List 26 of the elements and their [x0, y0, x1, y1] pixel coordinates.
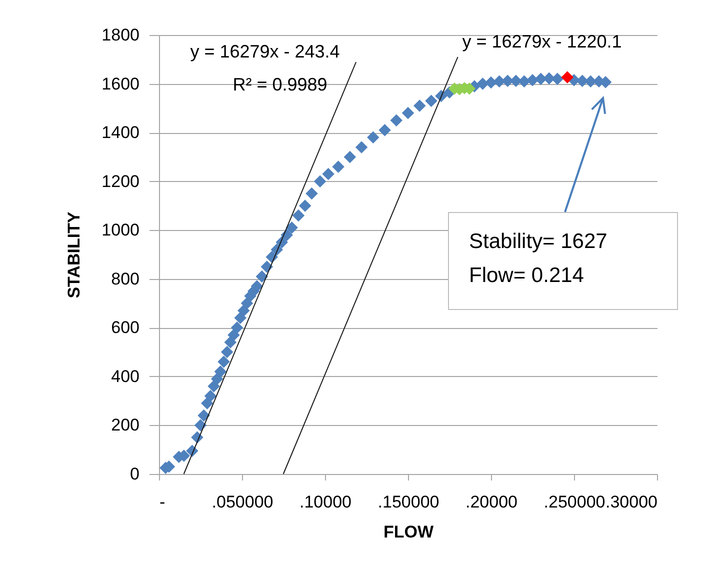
x-tick-label: .150000	[378, 492, 440, 512]
callout-box: Stability= 1627 Flow= 0.214	[448, 212, 678, 310]
y-tick-label: 200	[111, 416, 140, 435]
annotation: y = 16279x - 243.4	[190, 42, 340, 62]
y-tick-label: 1800	[102, 26, 140, 44]
point	[561, 71, 574, 84]
y-tick-label: 600	[111, 318, 140, 338]
y-tick-label: 1600	[102, 74, 140, 94]
x-axis-title: FLOW	[383, 522, 434, 542]
y-tick-label: 0	[130, 464, 140, 484]
y-axis-title: STABILITY	[64, 211, 84, 298]
annotation: Flow= 0.214	[469, 263, 585, 289]
annotation: R² = 0.9989	[232, 74, 328, 96]
x-tick-label: .30000	[606, 492, 658, 512]
y-tick-label: 1000	[102, 220, 140, 240]
x-tick-label: .20000	[466, 492, 518, 512]
x-tick-label: .050000	[212, 492, 274, 512]
y-tick-label: 800	[111, 269, 140, 288]
y-tick-label: 1400	[102, 123, 140, 142]
x-tick-label: -	[160, 492, 166, 512]
annotation: y = 16279x - 1220.1	[462, 32, 622, 52]
y-tick-label: 1200	[102, 172, 140, 191]
annotation: Stability= 1627	[469, 229, 608, 255]
x-tick-label: .250000	[544, 492, 606, 512]
y-tick-label: 400	[111, 366, 140, 386]
x-tick-label: .10000	[300, 492, 352, 512]
